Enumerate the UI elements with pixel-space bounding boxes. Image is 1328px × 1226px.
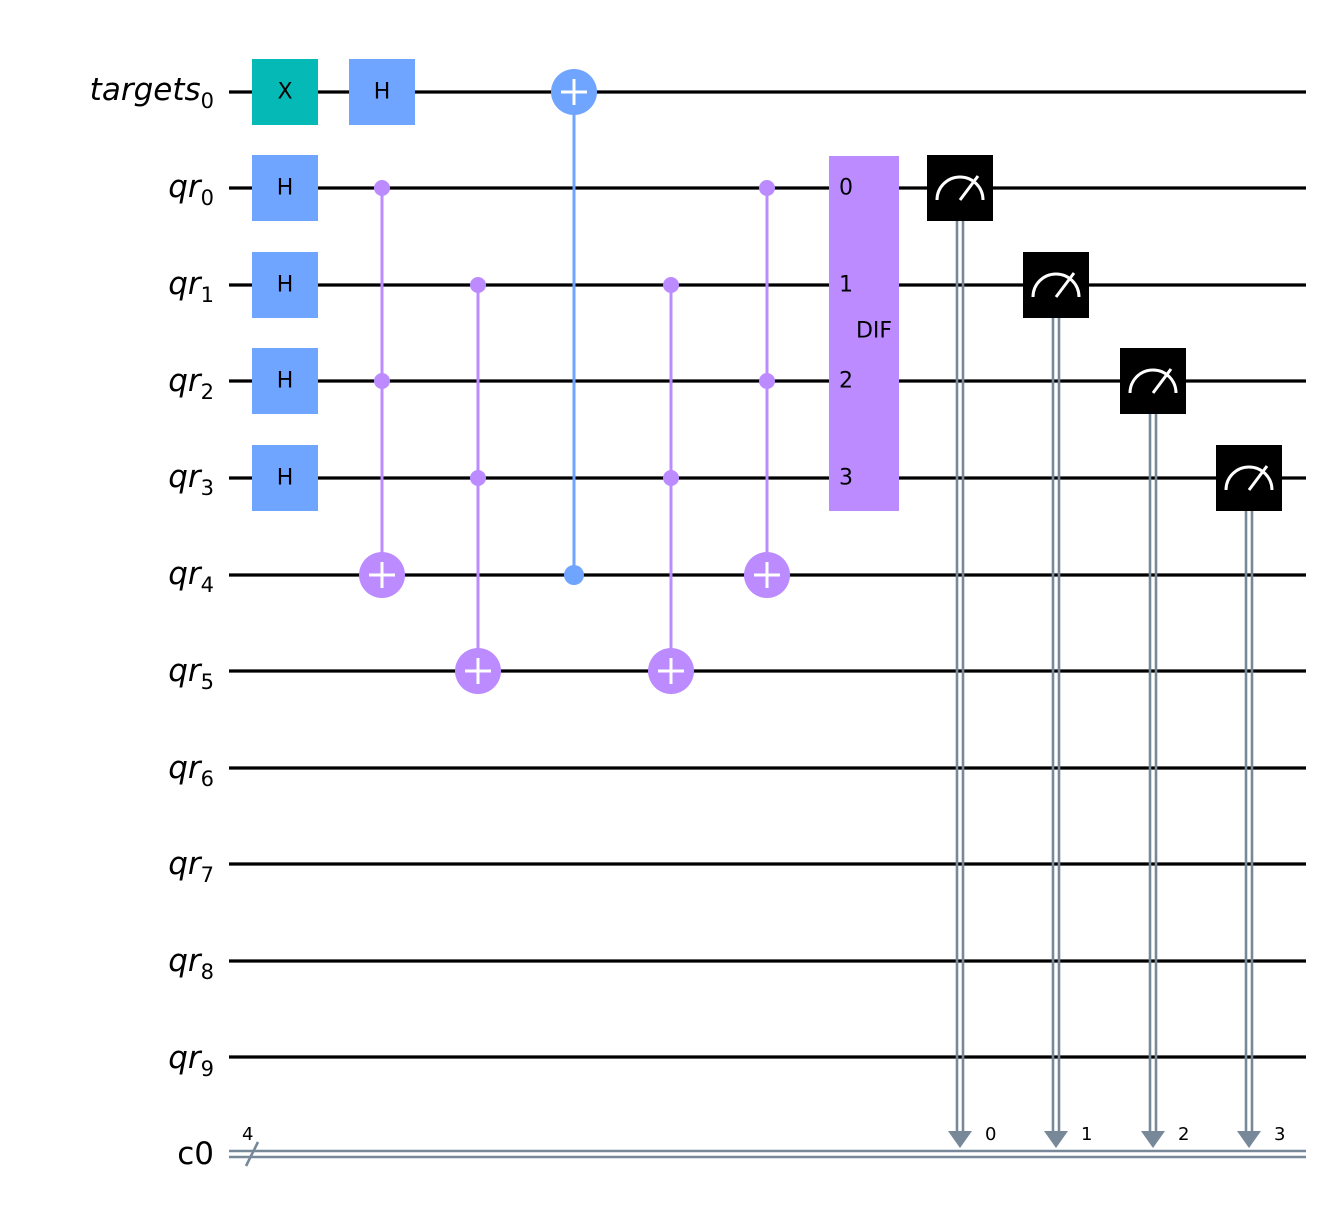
h-gate-label: H bbox=[374, 80, 391, 105]
gauge-needle bbox=[1151, 368, 1173, 394]
label-qr2: qr2 bbox=[168, 363, 214, 404]
gauge-icon bbox=[935, 175, 985, 201]
h-gate-box bbox=[252, 348, 318, 414]
ccx-gate-2[interactable] bbox=[455, 277, 501, 694]
control-dot bbox=[374, 373, 390, 389]
control-dot bbox=[759, 373, 775, 389]
measure-bit-label: 2 bbox=[1178, 1124, 1189, 1145]
control-dot bbox=[759, 180, 775, 196]
gauge-needle bbox=[1054, 272, 1076, 298]
measure-bit-label: 3 bbox=[1274, 1124, 1285, 1145]
h-gate-label: H bbox=[277, 176, 294, 201]
h-gate-label: H bbox=[277, 466, 294, 491]
label-qr9: qr9 bbox=[168, 1040, 214, 1081]
h-gate-box bbox=[349, 59, 415, 125]
label-qr8: qr8 bbox=[168, 943, 214, 984]
x-gate-box bbox=[252, 59, 318, 125]
classical-wire-c0: 4 bbox=[229, 1124, 1306, 1167]
h-gate-box bbox=[252, 155, 318, 221]
h-gate-qr2[interactable]: H bbox=[252, 348, 318, 414]
label-qr7: qr7 bbox=[168, 846, 214, 887]
measure-qr3[interactable]: 3 bbox=[1216, 445, 1285, 1148]
control-dot bbox=[663, 277, 679, 293]
measure-bit-label: 1 bbox=[1081, 1124, 1092, 1145]
x-gate-label: X bbox=[277, 80, 292, 105]
control-dot bbox=[374, 180, 390, 196]
x-gate[interactable]: X bbox=[252, 59, 318, 125]
label-qr6: qr6 bbox=[168, 750, 214, 791]
control-dot bbox=[663, 470, 679, 486]
dif-gate-label: DIF bbox=[856, 319, 892, 344]
measure-box bbox=[1120, 348, 1186, 414]
label-targets0: targets0 bbox=[90, 72, 214, 113]
h-gate-label: H bbox=[277, 273, 294, 298]
measure-arrow bbox=[1044, 1131, 1068, 1148]
measure-box bbox=[1023, 252, 1089, 318]
label-qr1: qr1 bbox=[168, 266, 214, 307]
control-dot bbox=[470, 277, 486, 293]
control-dot bbox=[470, 470, 486, 486]
gauge-needle bbox=[958, 175, 980, 201]
h-gate-targets0[interactable]: H bbox=[349, 59, 415, 125]
label-c0: c0 bbox=[177, 1136, 214, 1172]
measure-qr1[interactable]: 1 bbox=[1023, 252, 1092, 1148]
h-gate-qr3[interactable]: H bbox=[252, 445, 318, 511]
label-qr4: qr4 bbox=[168, 556, 214, 597]
cx-gate[interactable] bbox=[551, 69, 597, 585]
bus-width-label: 4 bbox=[242, 1124, 253, 1145]
dif-gate-box bbox=[829, 156, 899, 511]
measure-qr0[interactable]: 0 bbox=[927, 155, 996, 1148]
gauge-icon bbox=[1031, 272, 1081, 298]
ccx-gate-4[interactable] bbox=[744, 180, 790, 598]
dif-port-1: 1 bbox=[839, 273, 853, 298]
measure-box bbox=[927, 155, 993, 221]
measure-arrow bbox=[1237, 1131, 1261, 1148]
dif-port-3: 3 bbox=[839, 466, 853, 491]
bus-slash bbox=[244, 1141, 260, 1167]
dif-gate[interactable]: 0 1 2 3 DIF bbox=[829, 156, 899, 511]
measure-qr2[interactable]: 2 bbox=[1120, 348, 1189, 1148]
measure-arrow bbox=[948, 1131, 972, 1148]
ccx-gate-3[interactable] bbox=[648, 277, 694, 694]
gauge-icon bbox=[1128, 368, 1178, 394]
dif-port-0: 0 bbox=[839, 176, 853, 201]
h-gate-label: H bbox=[277, 369, 294, 394]
gauge-needle bbox=[1247, 465, 1269, 491]
h-gate-box bbox=[252, 252, 318, 318]
gauge-icon bbox=[1224, 465, 1274, 491]
h-gate-qr0[interactable]: H bbox=[252, 155, 318, 221]
register-labels: targets0 qr0 qr1 qr2 qr3 qr4 qr5 qr6 qr7… bbox=[90, 72, 214, 1172]
h-gate-qr1[interactable]: H bbox=[252, 252, 318, 318]
label-qr0: qr0 bbox=[168, 169, 214, 210]
measure-box bbox=[1216, 445, 1282, 511]
measure-bit-label: 0 bbox=[985, 1124, 996, 1145]
ccx-gate-1[interactable] bbox=[359, 180, 405, 598]
label-qr3: qr3 bbox=[168, 459, 214, 500]
label-qr5: qr5 bbox=[168, 653, 214, 694]
dif-port-2: 2 bbox=[839, 369, 853, 394]
measure-arrow bbox=[1141, 1131, 1165, 1148]
h-gate-box bbox=[252, 445, 318, 511]
control-dot bbox=[564, 565, 584, 585]
